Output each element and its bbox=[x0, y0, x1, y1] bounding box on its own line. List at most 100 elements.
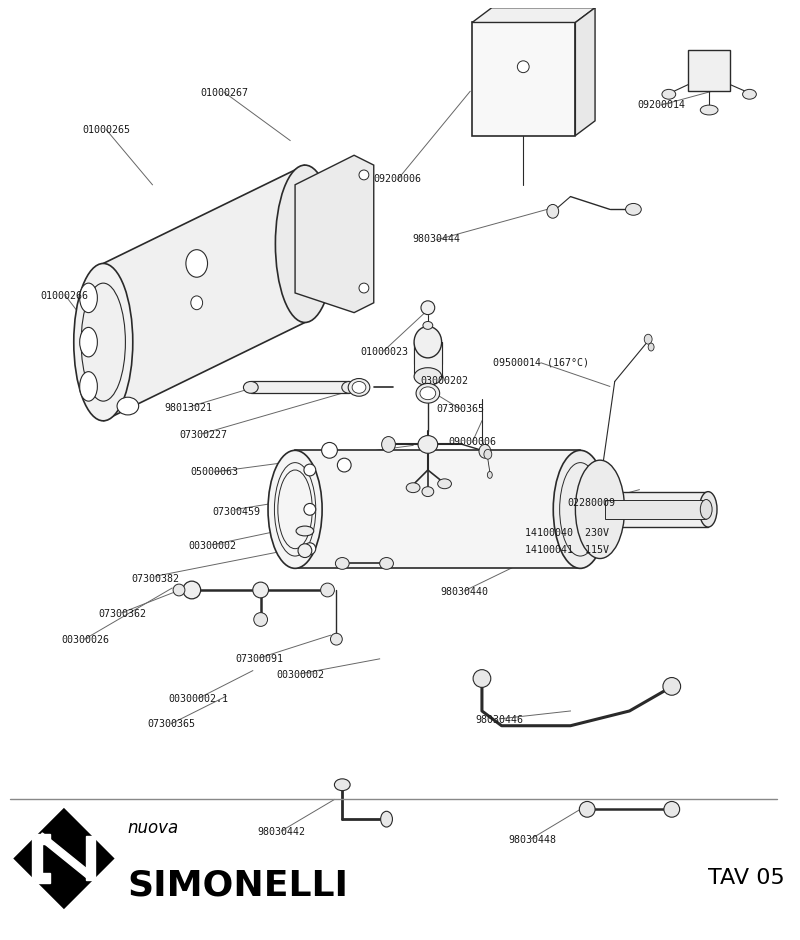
Text: 14100040  230V: 14100040 230V bbox=[525, 528, 609, 538]
Ellipse shape bbox=[74, 263, 133, 421]
Ellipse shape bbox=[662, 89, 676, 100]
Ellipse shape bbox=[275, 165, 334, 322]
Text: 14100041  115V: 14100041 115V bbox=[525, 545, 609, 556]
Ellipse shape bbox=[335, 557, 349, 570]
Ellipse shape bbox=[420, 387, 436, 400]
Text: 07300365: 07300365 bbox=[147, 719, 195, 729]
Ellipse shape bbox=[742, 89, 756, 100]
Ellipse shape bbox=[664, 802, 680, 817]
Polygon shape bbox=[86, 836, 95, 880]
Ellipse shape bbox=[700, 499, 712, 519]
Polygon shape bbox=[14, 809, 113, 908]
Text: 07300459: 07300459 bbox=[212, 507, 260, 517]
Text: nuova: nuova bbox=[128, 819, 179, 837]
Text: 05000063: 05000063 bbox=[190, 467, 238, 477]
Ellipse shape bbox=[80, 327, 98, 357]
Ellipse shape bbox=[243, 382, 258, 393]
Text: 01000023: 01000023 bbox=[360, 347, 408, 356]
Ellipse shape bbox=[414, 326, 442, 358]
Text: 98030440: 98030440 bbox=[440, 588, 488, 597]
Ellipse shape bbox=[422, 487, 434, 496]
Ellipse shape bbox=[359, 283, 369, 293]
Ellipse shape bbox=[518, 61, 529, 72]
Ellipse shape bbox=[473, 669, 490, 687]
Ellipse shape bbox=[380, 557, 394, 570]
Ellipse shape bbox=[117, 398, 138, 415]
Ellipse shape bbox=[438, 478, 451, 489]
Ellipse shape bbox=[322, 443, 338, 458]
Ellipse shape bbox=[359, 170, 369, 180]
Ellipse shape bbox=[296, 526, 314, 536]
Ellipse shape bbox=[304, 542, 316, 555]
Ellipse shape bbox=[334, 779, 350, 791]
Text: 00300002.1: 00300002.1 bbox=[168, 695, 228, 704]
Text: 02280009: 02280009 bbox=[568, 498, 616, 509]
Ellipse shape bbox=[648, 343, 654, 351]
Text: 98013021: 98013021 bbox=[165, 403, 213, 413]
Ellipse shape bbox=[253, 582, 269, 598]
Ellipse shape bbox=[487, 472, 492, 478]
Text: TAV 05: TAV 05 bbox=[708, 869, 785, 888]
Ellipse shape bbox=[418, 435, 438, 453]
Ellipse shape bbox=[700, 105, 718, 115]
Ellipse shape bbox=[304, 504, 316, 515]
Ellipse shape bbox=[699, 492, 717, 527]
Ellipse shape bbox=[406, 483, 420, 493]
Ellipse shape bbox=[321, 583, 334, 597]
Ellipse shape bbox=[80, 283, 98, 313]
Ellipse shape bbox=[342, 382, 357, 393]
Polygon shape bbox=[295, 155, 374, 313]
Text: 00300002: 00300002 bbox=[189, 540, 237, 551]
Polygon shape bbox=[605, 499, 706, 519]
Ellipse shape bbox=[644, 335, 652, 344]
Bar bbox=[472, 23, 575, 135]
Ellipse shape bbox=[268, 450, 322, 569]
Polygon shape bbox=[472, 8, 595, 23]
Ellipse shape bbox=[547, 204, 558, 218]
Ellipse shape bbox=[173, 584, 185, 596]
Text: SIMONELLI: SIMONELLI bbox=[128, 869, 349, 902]
Ellipse shape bbox=[298, 543, 312, 557]
Ellipse shape bbox=[579, 802, 595, 817]
Text: 03000202: 03000202 bbox=[421, 376, 469, 386]
Ellipse shape bbox=[80, 371, 98, 401]
Ellipse shape bbox=[575, 461, 625, 558]
Ellipse shape bbox=[183, 581, 201, 599]
Text: 01000265: 01000265 bbox=[82, 125, 130, 134]
Ellipse shape bbox=[191, 296, 202, 309]
Text: 09000006: 09000006 bbox=[448, 437, 496, 447]
Polygon shape bbox=[33, 836, 42, 880]
Bar bbox=[414, 342, 442, 377]
Text: 07300362: 07300362 bbox=[98, 609, 146, 619]
Ellipse shape bbox=[416, 384, 440, 403]
Polygon shape bbox=[36, 873, 50, 883]
Text: 01000266: 01000266 bbox=[41, 291, 89, 301]
Text: 01000267: 01000267 bbox=[200, 87, 248, 98]
Ellipse shape bbox=[663, 678, 681, 696]
Ellipse shape bbox=[414, 368, 442, 385]
Polygon shape bbox=[38, 833, 94, 880]
Text: 98030448: 98030448 bbox=[508, 835, 556, 845]
Polygon shape bbox=[251, 382, 349, 393]
Ellipse shape bbox=[381, 811, 393, 827]
Ellipse shape bbox=[352, 382, 366, 393]
Ellipse shape bbox=[186, 250, 207, 277]
Ellipse shape bbox=[421, 301, 434, 315]
Ellipse shape bbox=[479, 445, 490, 458]
Text: 09500014 (167°C): 09500014 (167°C) bbox=[494, 358, 590, 368]
Ellipse shape bbox=[81, 283, 126, 401]
Ellipse shape bbox=[304, 464, 316, 476]
Text: 00300002: 00300002 bbox=[277, 670, 325, 681]
Text: 07300227: 07300227 bbox=[179, 430, 227, 440]
Ellipse shape bbox=[554, 450, 607, 569]
Ellipse shape bbox=[348, 379, 370, 397]
Text: 07300382: 07300382 bbox=[132, 574, 180, 584]
Text: 98030442: 98030442 bbox=[258, 827, 306, 838]
Ellipse shape bbox=[254, 613, 267, 626]
Polygon shape bbox=[575, 8, 595, 135]
Text: 07300365: 07300365 bbox=[436, 404, 484, 414]
Text: 07300091: 07300091 bbox=[236, 653, 284, 664]
Text: 00300026: 00300026 bbox=[61, 635, 109, 645]
Text: 98030444: 98030444 bbox=[413, 234, 461, 243]
Bar bbox=[689, 50, 730, 91]
